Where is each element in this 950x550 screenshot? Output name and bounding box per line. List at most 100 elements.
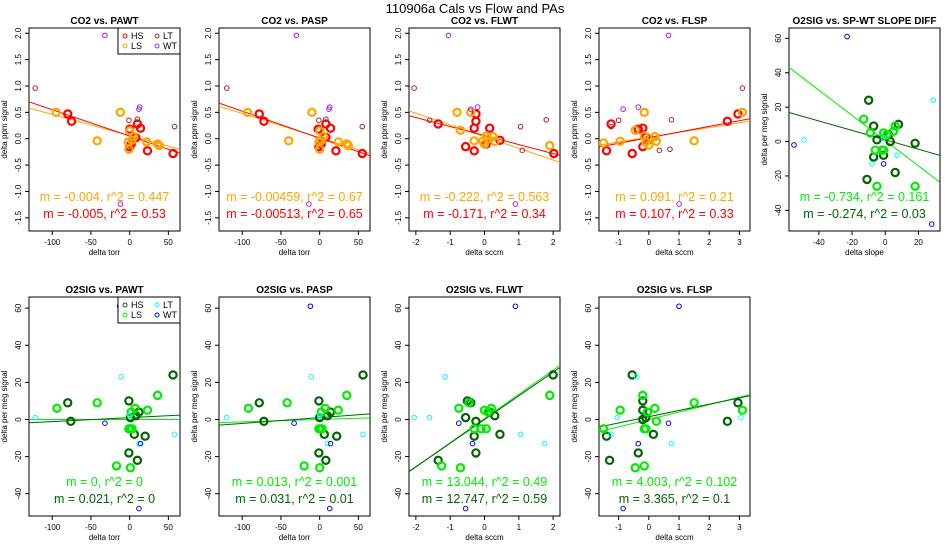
- y-tick-label: 40: [14, 340, 23, 349]
- data-point-ls: [316, 135, 326, 146]
- fit-annotation-ls: m = 13.044, r^2 = 0.49: [422, 475, 547, 489]
- data-point-ls: [242, 107, 253, 118]
- fit-annotation-hs: m = -0.005, r^2 = 0.53: [43, 207, 166, 221]
- x-tick-label: 1: [677, 523, 682, 532]
- data-point-hs: [722, 116, 733, 127]
- data-point-lt: [668, 116, 675, 123]
- data-point-lt: [323, 116, 329, 123]
- y-tick-label: 0.0: [204, 133, 213, 145]
- data-point-wt: [326, 505, 333, 512]
- data-point-ls: [615, 136, 625, 147]
- data-point-wt: [469, 440, 476, 447]
- data-point-wt: [445, 32, 452, 39]
- data-point-hs: [358, 370, 368, 380]
- data-point-hs: [471, 416, 481, 427]
- x-tick-label: -100: [234, 238, 251, 247]
- data-point-ls: [872, 181, 882, 191]
- data-point-wt: [136, 104, 143, 110]
- panel-title: CO2 vs. FLWT: [451, 16, 518, 27]
- data-point-ls: [651, 416, 662, 427]
- y-tick-label: -40: [14, 487, 23, 499]
- data-point-hs: [733, 398, 743, 408]
- x-tick-label: 3: [737, 238, 742, 247]
- data-point-wt: [676, 201, 682, 207]
- y-tick-label: 0.0: [394, 133, 403, 145]
- fit-annotation-hs: m = -0.274, r^2 = 0.03: [803, 207, 926, 221]
- x-axis-label: delta sccm: [465, 248, 504, 257]
- data-point-ls: [455, 125, 466, 135]
- y-axis-label: delta ppm signal: [190, 100, 199, 158]
- data-point-ls: [641, 137, 651, 147]
- data-point-hs: [471, 448, 481, 458]
- x-tick-label: 50: [164, 238, 173, 247]
- y-tick-label: 60: [584, 303, 593, 312]
- x-axis-label: delta torr: [279, 248, 311, 257]
- data-point-lt: [32, 85, 38, 91]
- data-point-lt: [316, 412, 323, 419]
- data-point-lt: [880, 135, 887, 141]
- data-point-ls: [689, 136, 699, 146]
- y-tick-label: 0: [394, 417, 403, 422]
- x-tick-label: 1: [517, 238, 522, 247]
- data-point-hs: [872, 135, 882, 145]
- panel-7: O2SIG vs. PASP -100 -50 0 50 -40 -20 0 20 40 60 del…: [190, 285, 371, 542]
- data-point-lt: [308, 374, 314, 380]
- y-tick-label: -20: [584, 450, 593, 462]
- data-point-hs: [254, 109, 264, 119]
- y-tick-label: -20: [204, 450, 213, 462]
- data-point-ls: [469, 136, 479, 146]
- data-point-wt: [665, 420, 672, 427]
- fit-line-ls: [789, 67, 940, 183]
- fit-line-hs: [29, 414, 180, 424]
- y-axis-label: delta per meg signal: [0, 370, 9, 442]
- data-point-ls: [545, 140, 555, 151]
- data-point-hs: [495, 135, 505, 146]
- data-point-ls: [639, 461, 650, 471]
- data-point-hs: [549, 148, 559, 159]
- data-point-hs: [124, 448, 134, 458]
- plot-frame: [788, 27, 941, 232]
- data-point-ls: [455, 463, 466, 473]
- fit-line-ls: [219, 417, 370, 424]
- data-point-lt: [359, 123, 366, 130]
- y-tick-label: 20: [204, 377, 213, 386]
- data-point-lt: [134, 116, 141, 123]
- data-point-ls: [152, 139, 163, 149]
- data-point-hs: [132, 455, 143, 466]
- x-tick-label: 0: [647, 523, 652, 532]
- data-point-ls: [51, 107, 61, 118]
- x-tick-label: -2: [412, 523, 420, 532]
- data-point-wt: [291, 420, 297, 427]
- data-point-lt: [316, 117, 322, 124]
- data-point-lt: [541, 440, 548, 447]
- data-point-wt: [307, 303, 314, 310]
- x-tick-label: 20: [914, 238, 923, 247]
- fit-annotation-hs: m = 12.747, r^2 = 0.59: [422, 492, 547, 506]
- data-point-lt: [869, 161, 875, 167]
- data-point-ls: [639, 107, 650, 118]
- data-point-hs: [140, 431, 150, 441]
- y-tick-label: 2.0: [584, 27, 593, 39]
- x-tick-label: 2: [707, 238, 712, 247]
- panel-4: CO2 vs. FLSP -1 0 1 2 3 -1.5 -1.0 -0.5 0.0 0.5 1.0 1…: [570, 16, 751, 257]
- panel-2: CO2 vs. PASP -100 -50 0 50 -1.5 -1.0 -0.5 0.0 0.5…: [190, 16, 371, 257]
- data-point-hs: [638, 414, 648, 425]
- data-point-hs: [878, 150, 889, 161]
- x-tick-label: -2: [412, 238, 420, 247]
- x-tick-label: 2: [707, 523, 712, 532]
- data-point-ls: [641, 424, 651, 434]
- y-tick-label: 0: [14, 417, 23, 422]
- data-point-ls: [142, 137, 152, 147]
- panel-5: O2SIG vs. SP-WT SLOPE DIFF -40 -20 0 20 -40 -2…: [760, 16, 941, 257]
- x-tick-label: 2: [551, 523, 556, 532]
- x-tick-label: -1: [447, 523, 455, 532]
- y-tick-label: 1.5: [394, 54, 403, 66]
- data-point-hs: [66, 116, 77, 127]
- figure-title: 110906a Cals vs Flow and PAs: [386, 1, 565, 16]
- x-tick-label: 50: [354, 238, 363, 247]
- fit-line-hs: [599, 118, 750, 148]
- y-tick-label: -20: [394, 450, 403, 462]
- data-point-hs: [733, 109, 743, 119]
- fit-annotation-ls: m = 4.003, r^2 = 0.102: [612, 475, 737, 489]
- data-point-ls: [481, 424, 491, 434]
